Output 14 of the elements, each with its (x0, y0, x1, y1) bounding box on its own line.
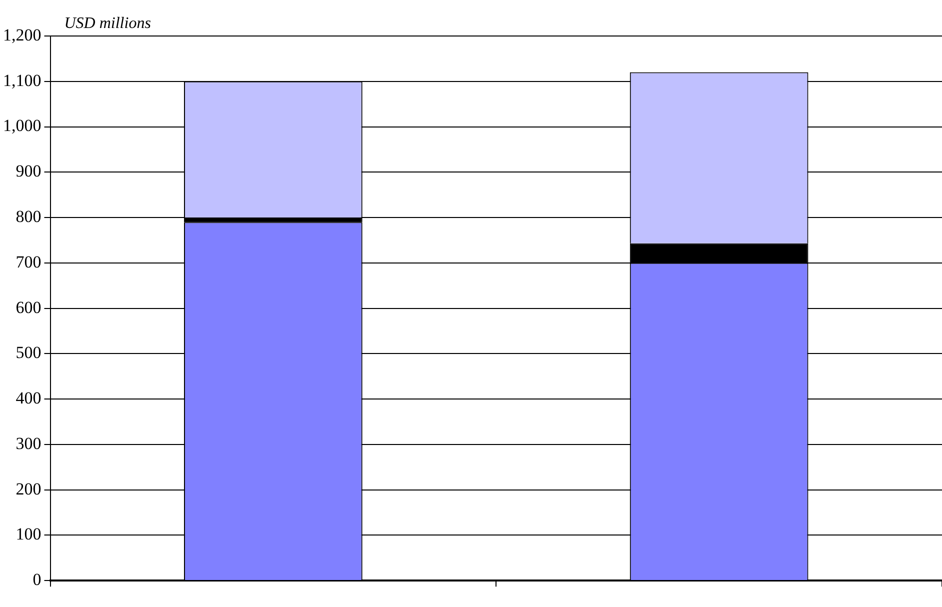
y-tick-label: 300 (16, 434, 42, 453)
y-tick-label: 100 (16, 524, 42, 544)
y-tick-label: 1,200 (3, 25, 42, 44)
y-tick-label: 1,000 (3, 116, 42, 136)
y-tick-label: 600 (16, 298, 42, 317)
y-tick-label: 1,100 (3, 70, 42, 90)
y-tick-label: 700 (16, 252, 42, 272)
y-tick-label: 500 (16, 343, 42, 362)
y-tick-label: 800 (16, 207, 42, 226)
y-tick-label: 900 (16, 162, 42, 181)
y-tick-label: 200 (16, 479, 42, 498)
y-axis-title: USD millions (64, 15, 151, 32)
y-tick-label: 0 (32, 570, 42, 590)
y-tick-label: 400 (16, 388, 42, 408)
